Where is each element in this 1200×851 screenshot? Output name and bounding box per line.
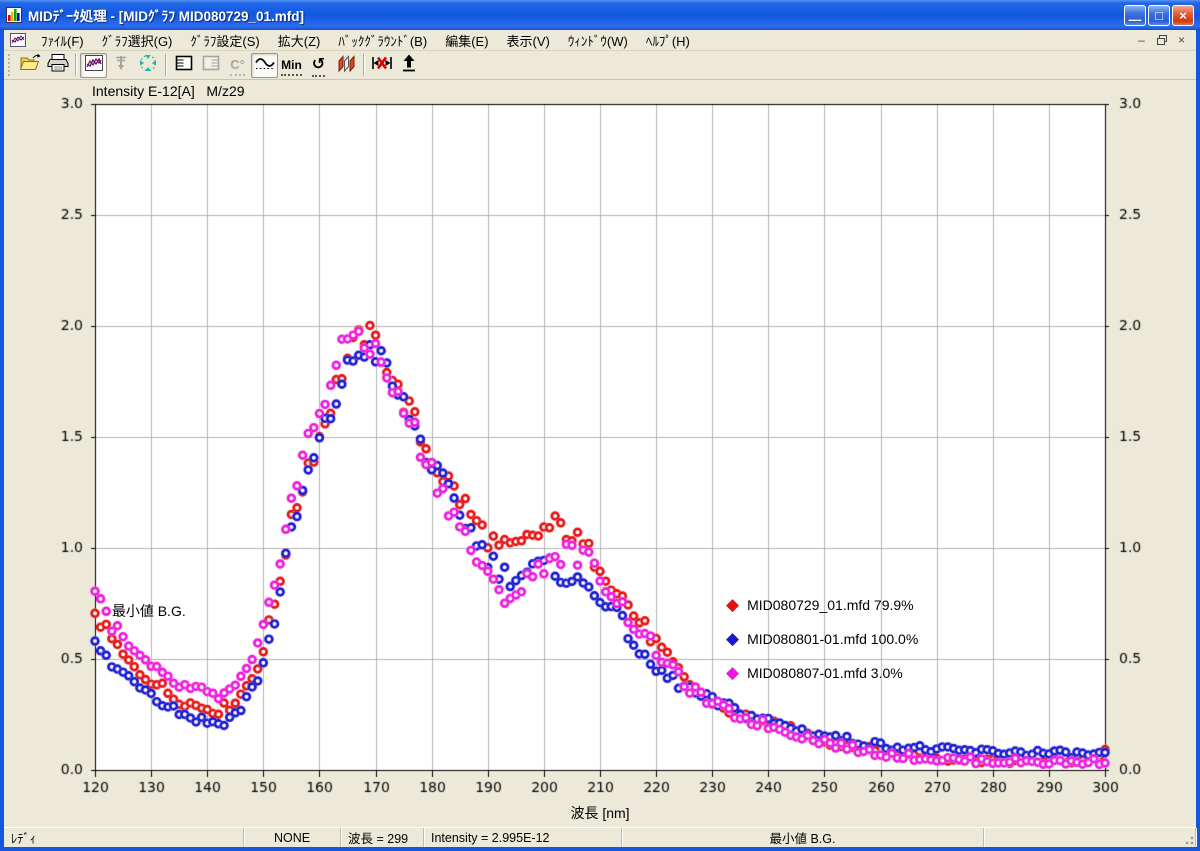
legend-entry: ◆ MID080807-01.mfd 3.0% — [726, 661, 918, 684]
menu-item-background[interactable]: ﾊﾞｯｸｸﾞﾗｳﾝﾄﾞ(B) — [329, 29, 436, 52]
legend-entry: ◆ MID080729_01.mfd 79.9% — [726, 593, 918, 616]
menu-item-file[interactable]: ﾌｧｲﾙ(F) — [32, 29, 93, 52]
chart-annotation: 最小値 B.G. — [112, 601, 186, 621]
menubar: ﾌｧｲﾙ(F)ｸﾞﾗﾌ選択(G)ｸﾞﾗﾌ設定(S)拡大(Z)ﾊﾞｯｸｸﾞﾗｳﾝﾄ… — [4, 30, 1196, 51]
menu-item-edit[interactable]: 編集(E) — [436, 29, 497, 52]
legend-entry: ◆ MID080801-01.mfd 100.0% — [726, 627, 918, 650]
legend-label: MID080801-01.mfd 100.0% — [747, 631, 918, 647]
scale-left-icon — [173, 52, 195, 79]
toolbar-separator — [165, 54, 166, 76]
legend-diamond-icon: ◆ — [726, 664, 739, 681]
rotate-icon: ↺ — [312, 56, 325, 74]
celsius-icon: C° — [230, 56, 245, 74]
chart-legend: ◆ MID080729_01.mfd 79.9% ◆ MID080801-01.mfd… — [726, 593, 918, 695]
close-icon[interactable]: × — [1172, 5, 1194, 26]
app-icon[interactable] — [6, 7, 22, 23]
toolbar-separator — [75, 54, 76, 76]
left-scale-button[interactable] — [170, 53, 197, 78]
spectrum-scatter-chart[interactable] — [4, 80, 1196, 827]
toolbar-grip[interactable] — [8, 54, 13, 76]
app-window: MIDﾃﾞｰﾀ処理 - [MIDｸﾞﾗﾌ MID080729_01.mfd] —… — [0, 0, 1200, 851]
window-title: MIDﾃﾞｰﾀ処理 - [MIDｸﾞﾗﾌ MID080729_01.mfd] — [28, 5, 1124, 25]
delete-range-button[interactable] — [368, 53, 395, 78]
shift-arrows-icon — [334, 52, 358, 79]
menu-item-view[interactable]: 表示(V) — [498, 29, 559, 52]
statusbar: ﾚﾃﾞｨNONE波長 = 299Intensity = 2.995E-12最小値… — [4, 827, 1196, 847]
menu-item-graph-settings[interactable]: ｸﾞﾗﾌ設定(S) — [181, 29, 268, 52]
marker-pin-button — [107, 53, 134, 78]
mdi-restore-icon[interactable] — [1153, 33, 1170, 48]
graph-display-button[interactable] — [80, 53, 107, 78]
pin-icon — [110, 52, 132, 79]
legend-diamond-icon: ◆ — [726, 630, 739, 647]
legend-diamond-icon: ◆ — [726, 596, 739, 613]
status-wavelength: 波長 = 299 — [341, 828, 424, 847]
shift-graph-button[interactable] — [332, 53, 359, 78]
graph-icon — [83, 52, 105, 79]
legend-label: MID080729_01.mfd 79.9% — [747, 597, 914, 613]
menu-item-window[interactable]: ｳｨﾝﾄﾞｳ(W) — [559, 29, 637, 52]
x-axis-label: 波長 [nm] — [570, 803, 629, 823]
status-min-bg: 最小値 B.G. — [622, 828, 984, 847]
legend-label: MID080807-01.mfd 3.0% — [747, 665, 903, 681]
wave-baseline-button[interactable] — [251, 53, 278, 78]
fit-arrows-icon — [137, 52, 159, 79]
celsius-scale-button: C° — [224, 53, 251, 78]
min-baseline-button[interactable]: Min — [278, 53, 305, 78]
status-mode: NONE — [244, 828, 341, 847]
wave-icon — [253, 52, 277, 79]
resize-grip[interactable] — [1182, 833, 1195, 846]
up-arrow-icon — [398, 52, 420, 79]
mdi-minimize-icon[interactable]: – — [1133, 33, 1150, 48]
toolbar-separator — [363, 54, 364, 76]
right-scale-button — [197, 53, 224, 78]
chart-title: Intensity E-12[A] M/z29 — [92, 83, 245, 99]
maximize-icon[interactable]: □ — [1148, 5, 1170, 26]
toolbar: C° Min ↺ — [4, 51, 1196, 80]
clear-x-icon — [370, 52, 394, 79]
status-intensity: Intensity = 2.995E-12 — [424, 828, 622, 847]
titlebar[interactable]: MIDﾃﾞｰﾀ処理 - [MIDｸﾞﾗﾌ MID080729_01.mfd] —… — [0, 0, 1200, 30]
chart-area: Intensity E-12[A] M/z29 最小値 B.G. 波長 [nm]… — [4, 80, 1196, 827]
open-file-button[interactable] — [17, 53, 44, 78]
scale-right-icon — [200, 52, 222, 79]
mdi-close-icon[interactable]: × — [1173, 33, 1190, 48]
refresh-baseline-button[interactable]: ↺ — [305, 53, 332, 78]
print-button[interactable] — [44, 53, 71, 78]
folder-open-icon — [19, 52, 42, 79]
raise-curve-button[interactable] — [395, 53, 422, 78]
min-icon: Min — [281, 56, 302, 74]
status-ready: ﾚﾃﾞｨ — [4, 828, 244, 847]
fit-view-button[interactable] — [134, 53, 161, 78]
status-extra — [984, 828, 1196, 847]
menu-item-zoom[interactable]: 拡大(Z) — [269, 29, 330, 52]
printer-icon — [47, 52, 69, 79]
minimize-icon[interactable]: — — [1124, 5, 1146, 26]
menu-item-graph-select[interactable]: ｸﾞﾗﾌ選択(G) — [93, 29, 182, 52]
menu-item-help[interactable]: ﾍﾙﾌﾟ(H) — [637, 29, 699, 52]
document-chart-icon[interactable] — [10, 32, 26, 48]
